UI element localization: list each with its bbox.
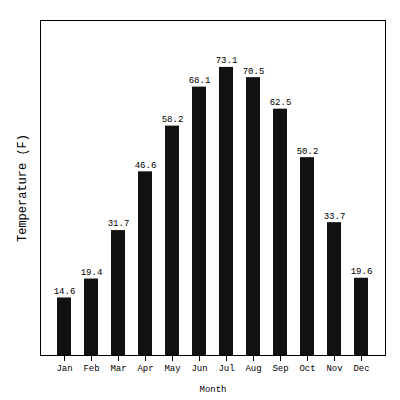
svg-text:Month: Month <box>199 385 226 395</box>
svg-text:50.2: 50.2 <box>297 147 319 157</box>
svg-text:46.6: 46.6 <box>135 161 157 171</box>
svg-text:May: May <box>164 364 181 374</box>
svg-text:Feb: Feb <box>83 364 99 374</box>
svg-text:31.7: 31.7 <box>108 219 130 229</box>
svg-text:62.5: 62.5 <box>270 98 292 108</box>
svg-text:Oct: Oct <box>299 364 315 374</box>
svg-text:Apr: Apr <box>137 364 153 374</box>
svg-text:70.5: 70.5 <box>243 67 265 77</box>
svg-text:Nov: Nov <box>326 364 343 374</box>
svg-text:14.6: 14.6 <box>54 287 76 297</box>
svg-text:Sep: Sep <box>272 364 288 374</box>
svg-text:Dec: Dec <box>353 364 369 374</box>
svg-text:58.2: 58.2 <box>162 115 184 125</box>
svg-text:Mar: Mar <box>110 364 126 374</box>
svg-text:Temperature (F): Temperature (F) <box>16 134 30 242</box>
svg-text:Jul: Jul <box>218 364 234 374</box>
svg-text:73.1: 73.1 <box>216 56 238 66</box>
svg-text:68.1: 68.1 <box>189 76 211 86</box>
svg-text:Jan: Jan <box>56 364 72 374</box>
svg-text:19.4: 19.4 <box>81 268 103 278</box>
svg-text:19.6: 19.6 <box>351 267 373 277</box>
svg-text:33.7: 33.7 <box>324 212 346 222</box>
svg-text:Aug: Aug <box>245 364 261 374</box>
svg-text:Jun: Jun <box>191 364 207 374</box>
